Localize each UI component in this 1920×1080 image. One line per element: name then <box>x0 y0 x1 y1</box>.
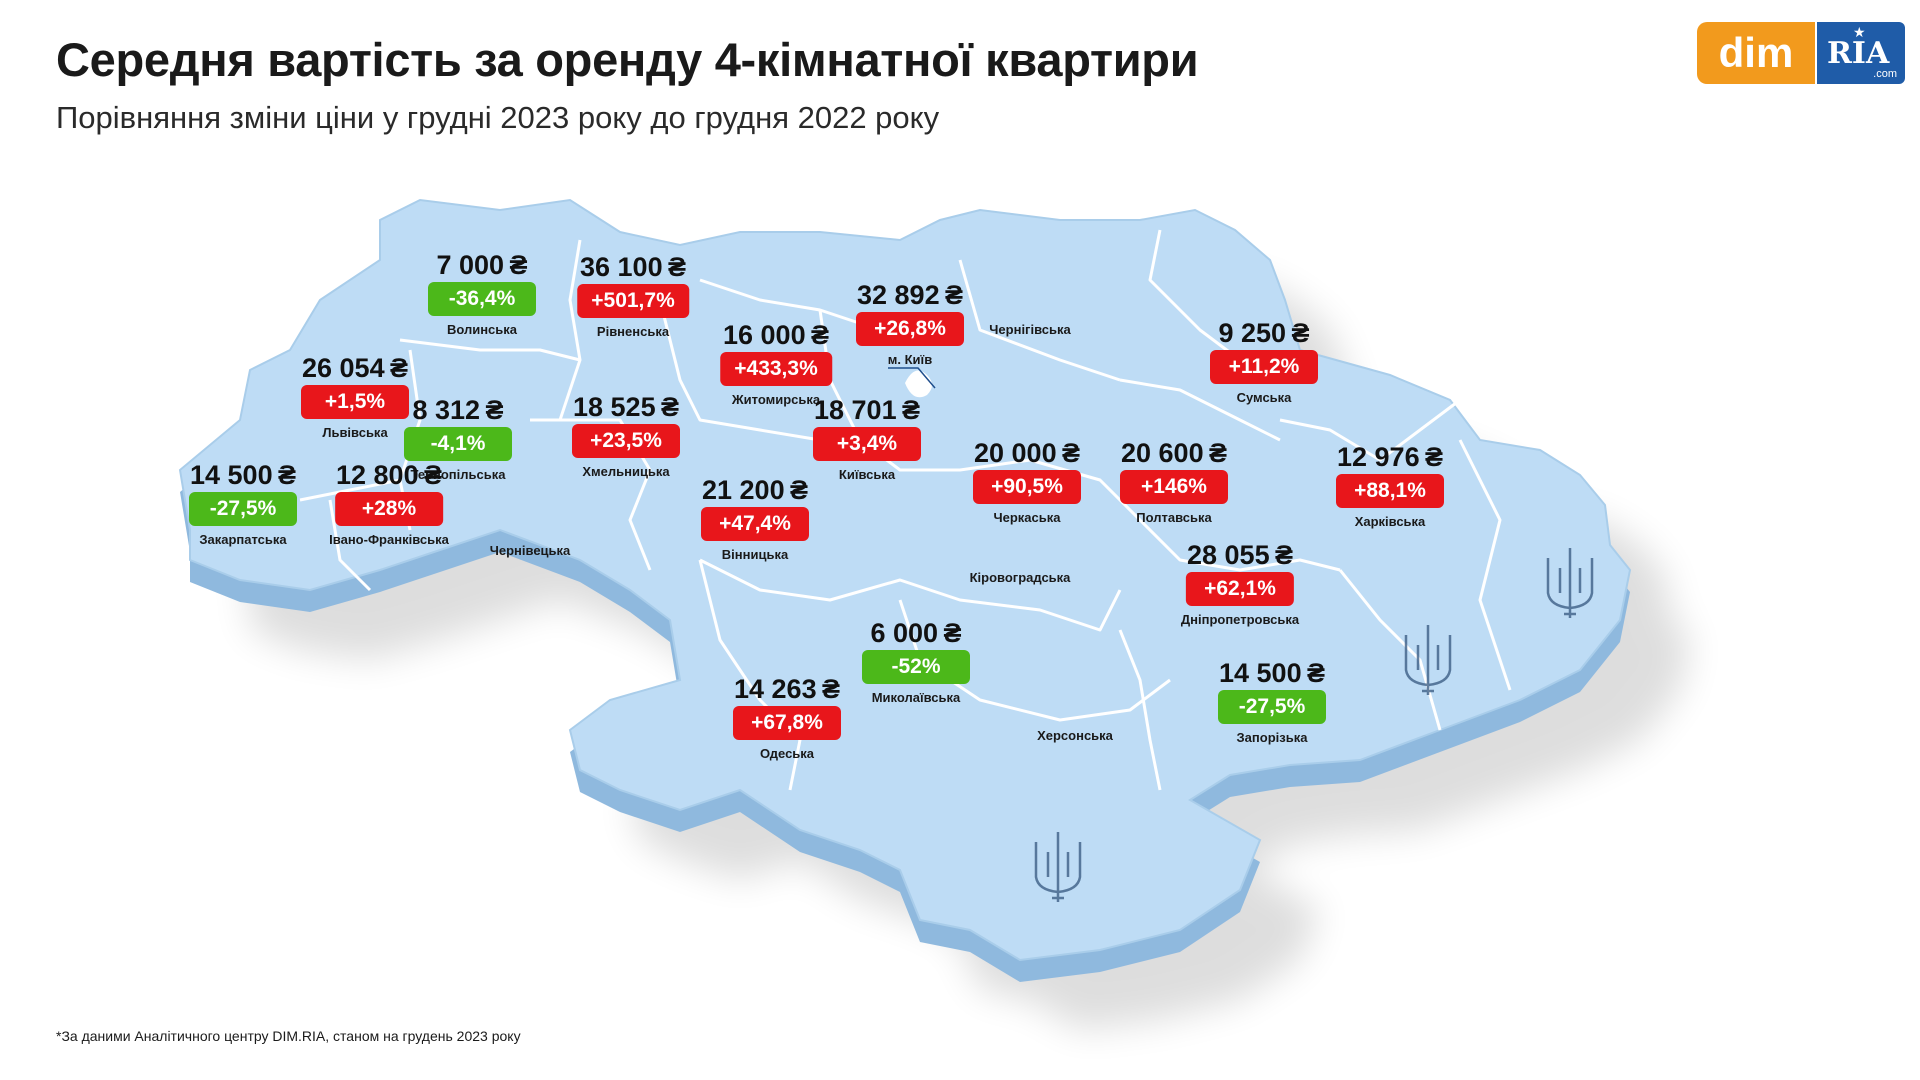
region-price: 26 054 ₴ <box>302 353 408 383</box>
region-label: 14 500 ₴ -27,5% Закарпатська <box>189 460 297 547</box>
region-name: Київська <box>838 467 896 482</box>
price-change-badge: -36,4% <box>428 282 536 316</box>
region-name: м. Київ <box>887 352 933 367</box>
star-icon: ★ <box>1853 24 1866 40</box>
price-change-badge: +146% <box>1120 470 1228 504</box>
tryzub-icon <box>1034 548 1594 902</box>
region-price: 9 250 ₴ <box>1218 318 1310 348</box>
region-name: Вінницька <box>721 547 789 562</box>
price-change-badge: +90,5% <box>973 470 1081 504</box>
price-change-badge: +67,8% <box>733 706 841 740</box>
logo-dim-text: dim <box>1697 22 1815 84</box>
region-name-kirovohradska: Кіровоградська <box>969 570 1071 585</box>
price-change-badge: +62,1% <box>1186 572 1294 606</box>
region-label: 14 263 ₴ +67,8% Одеська <box>733 674 841 761</box>
map-top <box>178 198 1632 962</box>
region-price: 32 892 ₴ <box>857 280 963 310</box>
region-label: 12 976 ₴ +88,1% Харківська <box>1336 442 1444 529</box>
region-name-khersonska: Херсонська <box>1037 728 1113 743</box>
region-label: 21 200 ₴ +47,4% Вінницька <box>701 475 809 562</box>
region-name: Черкаська <box>993 510 1061 525</box>
price-change-badge: +3,4% <box>813 427 921 461</box>
region-price: 14 500 ₴ <box>190 460 296 490</box>
region-price: 7 000 ₴ <box>436 250 528 280</box>
region-label: 20 600 ₴ +146% Полтавська <box>1120 438 1228 525</box>
region-price: 12 800 ₴ <box>336 460 442 490</box>
dim-ria-logo: dim ★ RIA .com <box>1697 22 1905 84</box>
region-price: 14 500 ₴ <box>1219 658 1325 688</box>
region-name-chernivetska: Чернівецька <box>489 543 571 558</box>
price-change-badge: +28% <box>335 492 443 526</box>
region-name: Волинська <box>446 322 518 337</box>
price-change-badge: -4,1% <box>404 427 512 461</box>
region-name: Сумська <box>1236 390 1292 405</box>
region-price: 18 701 ₴ <box>814 395 920 425</box>
region-label: 26 054 ₴ +1,5% Львівська <box>301 353 409 440</box>
region-label: 14 500 ₴ -27,5% Запорізька <box>1218 658 1326 745</box>
region-name-chernihivska: Чернігівська <box>989 322 1071 337</box>
price-change-badge: -27,5% <box>1218 690 1326 724</box>
region-price: 14 263 ₴ <box>734 674 840 704</box>
footnote: *За даними Аналітичного центру DIM.RIA, … <box>56 1028 521 1044</box>
region-name: Полтавська <box>1136 510 1212 525</box>
region-label: 6 000 ₴ -52% Миколаївська <box>862 618 970 705</box>
region-label: 12 800 ₴ +28% Івано-Франківська <box>329 460 449 547</box>
region-name: Львівська <box>322 425 388 440</box>
price-change-badge: +1,5% <box>301 385 409 419</box>
price-change-badge: -27,5% <box>189 492 297 526</box>
region-label: 20 000 ₴ +90,5% Черкаська <box>973 438 1081 525</box>
page-title: Середня вартість за оренду 4-кімнатної к… <box>56 33 1199 86</box>
region-price: 28 055 ₴ <box>1187 540 1293 570</box>
region-label: 36 100 ₴ +501,7% Рівненська <box>577 252 689 339</box>
region-price: 18 525 ₴ <box>573 392 679 422</box>
region-label: 32 892 ₴ +26,8% м. Київ <box>856 280 964 367</box>
region-name: Хмельницька <box>582 464 670 479</box>
region-price: 6 000 ₴ <box>870 618 962 648</box>
region-label: 7 000 ₴ -36,4% Волинська <box>428 250 536 337</box>
region-price: 20 000 ₴ <box>974 438 1080 468</box>
kyiv-pointer-line <box>888 367 936 389</box>
price-change-badge: +433,3% <box>720 352 832 386</box>
price-change-badge: +88,1% <box>1336 474 1444 508</box>
region-name: Миколаївська <box>871 690 961 705</box>
price-change-badge: +23,5% <box>572 424 680 458</box>
logo-ria-text: RIA <box>1827 36 1890 71</box>
region-name: Рівненська <box>596 324 670 339</box>
region-name: Житомирська <box>731 392 821 407</box>
region-label: 9 250 ₴ +11,2% Сумська <box>1210 318 1318 405</box>
region-name: Дніпропетровська <box>1180 612 1300 627</box>
region-label: 18 701 ₴ +3,4% Київська <box>813 395 921 482</box>
region-name: Закарпатська <box>199 532 287 547</box>
price-change-badge: +501,7% <box>577 284 689 318</box>
region-price: 8 312 ₴ <box>412 395 504 425</box>
logo-com-text: .com <box>1873 68 1897 80</box>
region-label: 28 055 ₴ +62,1% Дніпропетровська <box>1181 540 1299 627</box>
region-name: Харківська <box>1354 514 1426 529</box>
region-label: 8 312 ₴ -4,1% Тернопільська <box>404 395 512 482</box>
price-change-badge: -52% <box>862 650 970 684</box>
region-name: Івано-Франківська <box>329 532 449 547</box>
region-price: 20 600 ₴ <box>1121 438 1227 468</box>
region-label: 18 525 ₴ +23,5% Хмельницька <box>572 392 680 479</box>
region-price: 21 200 ₴ <box>702 475 808 505</box>
region-price: 36 100 ₴ <box>580 252 686 282</box>
region-label: 16 000 ₴ +433,3% Житомирська <box>720 320 832 407</box>
price-change-badge: +47,4% <box>701 507 809 541</box>
price-change-badge: +26,8% <box>856 312 964 346</box>
region-price: 16 000 ₴ <box>723 320 829 350</box>
page-subtitle: Порівняння зміни ціни у грудні 2023 року… <box>56 100 940 135</box>
region-price: 12 976 ₴ <box>1337 442 1443 472</box>
price-change-badge: +11,2% <box>1210 350 1318 384</box>
region-name: Запорізька <box>1236 730 1308 745</box>
logo-ria-block: ★ RIA .com <box>1817 22 1905 84</box>
region-name: Тернопільська <box>410 467 506 482</box>
region-name: Одеська <box>759 746 815 761</box>
